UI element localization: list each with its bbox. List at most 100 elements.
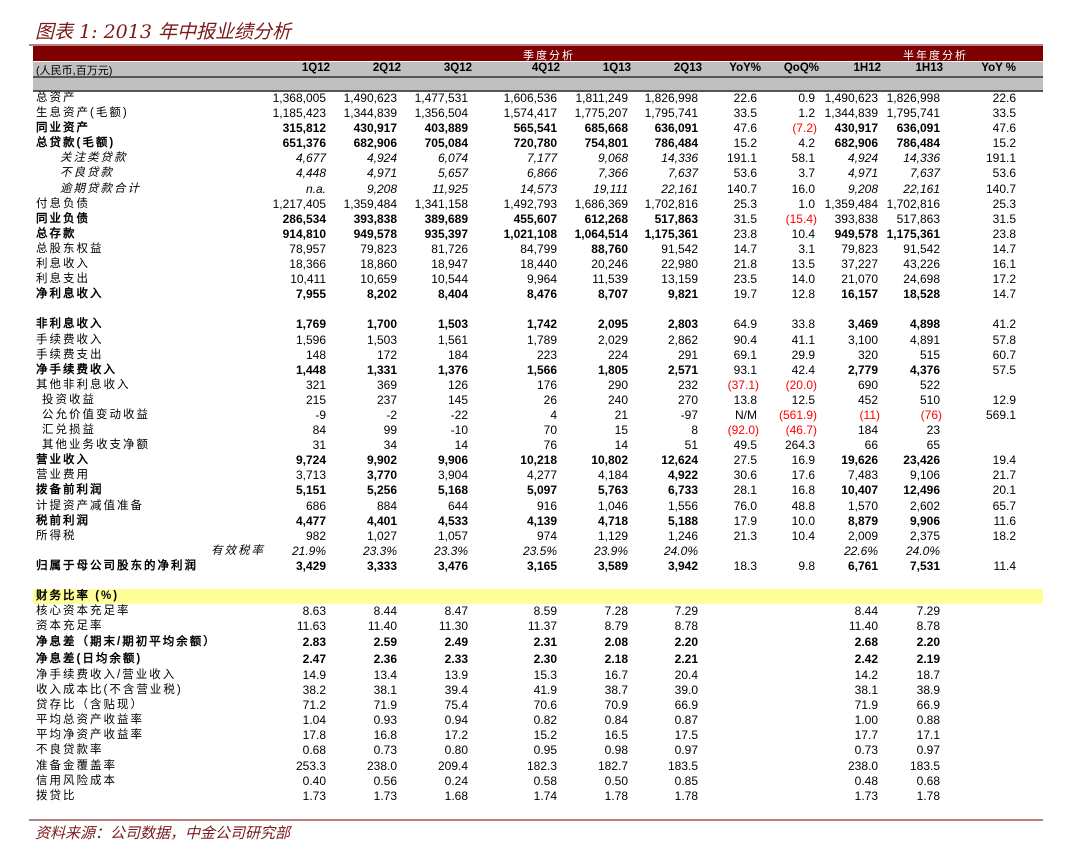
cell-1q13: 0.84 (604, 713, 628, 728)
table-row: 同业资产 315,812 430,917 403,889 565,541 685,668 6… (0, 121, 1074, 136)
cell-1h13: 0.97 (916, 743, 940, 758)
cell-1h12: 1,490,623 (824, 91, 878, 105)
cell-1q13: 16.7 (604, 667, 628, 682)
cell-yoy: 13.8 (733, 392, 757, 407)
table-row: 税前利润 4,477 4,401 4,533 4,139 4,718 5,188 17.9 10… (0, 514, 1074, 529)
row-label: 手续费支出 (36, 348, 104, 361)
row-label: 计提资产减值准备 (36, 499, 144, 512)
cell-1h13: 12,496 (903, 483, 940, 498)
cell-1q13: 240 (607, 392, 628, 407)
row-label: 其他非利息收入 (36, 378, 131, 391)
cell-1h12: 0.73 (854, 743, 878, 758)
cell-4q12: 1,021,108 (503, 226, 557, 241)
cell-3q12: 1,341,158 (414, 196, 468, 211)
column-header: QoQ% (783, 62, 819, 74)
cell-yoy: 22.6 (733, 91, 757, 105)
cell-1h13: 14,336 (903, 151, 940, 166)
cell-qoq: 17.6 (791, 468, 815, 483)
row-label: 归属于母公司股东的净利润 (36, 559, 198, 572)
cell-2q13: 0.85 (674, 773, 698, 788)
row-label: 所得税 (36, 529, 77, 542)
cell-yoy: 69.1 (733, 347, 757, 362)
cell-2q13: 66.9 (674, 698, 698, 713)
row-label: 其他业务收支净额 (42, 439, 150, 452)
cell-1h13: 1,702,816 (886, 196, 940, 211)
data-table-body: 总资产 1,368,005 1,490,623 1,477,531 1,606,536 1… (0, 91, 1074, 804)
column-header: 1H13 (915, 62, 944, 74)
cell-1q13: 5,763 (597, 483, 628, 498)
cell-1h13: 522 (919, 377, 940, 392)
cell-yoy: 28.1 (733, 483, 757, 498)
cell-2q13: 24.0% (663, 543, 698, 558)
cell-4q12: 1.74 (533, 788, 557, 803)
table-row: 所得税 982 1,027 1,057 974 1,129 1,246 21.3 10.4 2,0… (0, 529, 1074, 544)
cell-4q12: 14,573 (520, 181, 557, 196)
column-header: YoY % (981, 62, 1016, 74)
cell-2q12: 9,208 (366, 181, 397, 196)
table-row: 利息收入 18,366 18,860 18,947 18,440 20,246 22,980… (0, 257, 1074, 272)
table-row: 利息支出 10,411 10,659 10,544 9,964 11,539 13,159 2… (0, 272, 1074, 287)
cell-1q12: 31 (312, 438, 326, 453)
cell-1q13: 612,268 (584, 211, 628, 226)
cell-yoy: 14.7 (992, 241, 1016, 256)
row-label: 同业负债 (36, 212, 90, 225)
cell-2q13: 51 (684, 438, 698, 453)
cell-2q12: 18,860 (360, 257, 397, 272)
cell-1h13: 1,795,741 (886, 106, 940, 121)
cell-yoy: 76.0 (733, 498, 757, 513)
cell-4q12: 1,574,417 (503, 106, 557, 121)
cell-3q12: 8,404 (437, 287, 468, 302)
cell-1q12: 1.73 (302, 788, 326, 803)
cell-1h12: 16,157 (841, 287, 878, 302)
cell-1h12: 0.48 (854, 773, 878, 788)
cell-qoq: 58.1 (791, 151, 815, 166)
cell-3q12: 389,689 (424, 211, 468, 226)
table-row: 信用风险成本 0.40 0.56 0.24 0.58 0.50 0.85 0.48 0.68 (0, 774, 1074, 789)
cell-2q13: 13,159 (661, 272, 698, 287)
row-label: 拨贷比 (36, 789, 77, 802)
cell-1h13: 9,106 (909, 468, 940, 483)
cell-1q13: 88,760 (591, 241, 628, 256)
cell-1q13: 1,046 (597, 498, 628, 513)
cell-2q12: 430,917 (353, 121, 397, 136)
cell-1h13: 636,091 (896, 121, 940, 136)
cell-3q12: 705,084 (424, 136, 468, 151)
cell-1q12: 286,534 (282, 211, 326, 226)
figure-title: 图表 1: 2013 年中报业绩分析 (35, 21, 291, 43)
cell-1h12: 1,359,484 (824, 196, 878, 211)
cell-2q13: 0.87 (674, 713, 698, 728)
cell-yoy: 14.7 (733, 241, 757, 256)
cell-1h13: 18.7 (916, 667, 940, 682)
cell-2q13: 1,556 (667, 498, 698, 513)
cell-1q13: 1,129 (597, 528, 628, 543)
cell-2q12: 16.8 (373, 728, 397, 743)
cell-1q12: n.a. (305, 181, 326, 196)
cell-2q12: 172 (376, 347, 397, 362)
cell-1q12: 148 (305, 347, 326, 362)
table-row: 其他业务收支净额 31 34 14 76 14 51 49.5 264.3 66 65 (0, 438, 1074, 453)
cell-3q12: 5,168 (437, 483, 468, 498)
cell-1q12: 5,151 (295, 483, 326, 498)
cell-2q12: 8.44 (373, 604, 397, 619)
cell-4q12: 1,606,536 (503, 91, 557, 105)
cell-4q12: 1,566 (526, 362, 557, 377)
cell-1q13: 70.9 (604, 698, 628, 713)
cell-2q13: 786,484 (654, 136, 698, 151)
row-label: 同业资产 (36, 122, 90, 135)
cell-3q12: -10 (450, 423, 468, 438)
cell-1h13: 66.9 (916, 698, 940, 713)
cell-2q12: 3,333 (366, 558, 397, 573)
cell-1q13: 7,366 (597, 166, 628, 181)
cell-2q12: 9,902 (366, 453, 397, 468)
cell-2q13: 232 (677, 377, 698, 392)
cell-yoy: 53.6 (992, 166, 1016, 181)
row-label: 营业费用 (36, 469, 90, 482)
cell-1q12: 14.9 (302, 667, 326, 682)
cell-qoq: 3.7 (798, 166, 815, 181)
table-row: 平均净资产收益率 17.8 16.8 17.2 15.2 16.5 17.5 17.7 17.1 (0, 728, 1074, 743)
cell-2q13: 22,980 (661, 257, 698, 272)
cell-1q12: 84 (312, 423, 326, 438)
cell-qoq: 1.0 (798, 196, 815, 211)
cell-1h12: 1.73 (854, 788, 878, 803)
row-label: 手续费收入 (36, 333, 104, 346)
